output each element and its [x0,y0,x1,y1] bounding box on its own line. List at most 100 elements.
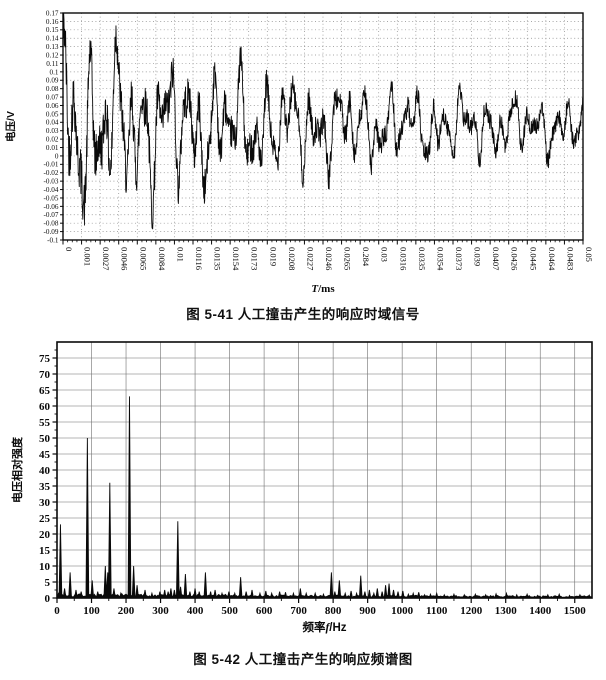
svg-text:600: 600 [256,605,273,617]
figure-5-42-caption: 图 5-42 人工撞击产生的响应频谱图 [193,652,413,667]
svg-text:0.0265: 0.0265 [343,247,353,270]
svg-text:0.0084: 0.0084 [157,247,167,271]
svg-text:0.0373: 0.0373 [454,247,464,270]
svg-text:0.12: 0.12 [46,51,59,59]
svg-text:0.08: 0.08 [46,85,59,93]
svg-text:0.03: 0.03 [380,247,390,262]
x-axis-title: 频率f/Hz [302,620,346,634]
svg-text:75: 75 [39,353,51,365]
figure-5-41-caption: 图 5-41 人工撞击产生的响应时域信号 [186,307,420,322]
svg-text:0.284: 0.284 [361,247,371,267]
svg-text:500: 500 [221,605,238,617]
svg-text:0.0407: 0.0407 [491,247,501,270]
svg-text:0.0445: 0.0445 [528,247,538,270]
y-axis-title: 电压/V [4,111,17,142]
svg-text:0.06: 0.06 [46,102,59,110]
svg-text:10: 10 [39,561,51,573]
svg-text:60: 60 [39,401,51,413]
spectrum-peaks [58,396,592,599]
svg-text:100: 100 [83,605,100,617]
y-axis-labels: 0 5 10 15 20 25 30 35 40 45 50 55 60 65 70 75 [39,349,57,605]
svg-text:-0.01: -0.01 [44,161,59,169]
svg-text:1100: 1100 [426,605,448,617]
svg-text:-0.06: -0.06 [44,203,59,211]
svg-text:20: 20 [39,529,51,541]
svg-text:0: 0 [64,247,74,251]
svg-text:65: 65 [39,385,51,397]
svg-text:1200: 1200 [460,605,483,617]
svg-text:30: 30 [39,497,51,509]
grid-solid [57,342,592,598]
svg-text:-0.05: -0.05 [44,194,59,202]
svg-text:-0.1: -0.1 [47,236,59,244]
svg-text:0.13: 0.13 [46,43,59,51]
plot-border [62,12,584,241]
svg-text:0.0335: 0.0335 [417,247,427,270]
time-domain-chart: 0.170.160.150.140.130.120.110.10.090.080… [4,9,594,295]
svg-text:0.0173: 0.0173 [250,247,260,270]
svg-text:0: 0 [55,152,59,160]
grid-dotted [63,12,583,241]
svg-text:0: 0 [45,593,51,605]
svg-text:0.019: 0.019 [268,247,278,266]
svg-text:-0.03: -0.03 [44,178,59,186]
svg-text:0.0208: 0.0208 [287,247,297,270]
svg-text:0.17: 0.17 [46,9,59,17]
svg-text:0.0116: 0.0116 [194,247,204,270]
svg-text:70: 70 [39,369,51,381]
svg-text:0.0464: 0.0464 [547,247,557,271]
svg-text:0.0135: 0.0135 [213,247,223,270]
svg-text:0.09: 0.09 [46,77,59,85]
svg-text:-0.02: -0.02 [44,169,59,177]
x-axis-title: T/ms [311,283,335,295]
svg-text:0.0046: 0.0046 [120,247,130,270]
y-axis-title: 电压相对强度 [10,436,24,503]
svg-text:0.0316: 0.0316 [398,247,408,270]
svg-text:0.001: 0.001 [83,247,93,266]
svg-text:15: 15 [39,545,51,557]
svg-text:0.0227: 0.0227 [305,247,315,270]
svg-text:-0.09: -0.09 [44,228,59,236]
svg-text:35: 35 [39,481,51,493]
svg-text:0.11: 0.11 [46,60,59,68]
svg-text:200: 200 [118,605,135,617]
svg-text:5: 5 [45,577,51,589]
waveform-trace [62,12,584,230]
svg-text:25: 25 [39,513,51,525]
svg-text:700: 700 [290,605,307,617]
svg-text:50: 50 [39,433,51,445]
svg-text:800: 800 [325,605,342,617]
svg-text:-0.08: -0.08 [44,220,59,228]
svg-text:55: 55 [39,417,51,429]
svg-text:0.0354: 0.0354 [435,247,445,271]
svg-text:0.02: 0.02 [46,136,59,144]
svg-text:1300: 1300 [495,605,518,617]
svg-text:0.0065: 0.0065 [138,247,148,270]
y-axis-labels: 0.170.160.150.140.130.120.110.10.090.080… [44,9,63,244]
svg-text:1500: 1500 [564,605,587,617]
svg-text:0.039: 0.039 [473,247,483,266]
svg-text:0.0426: 0.0426 [510,247,520,270]
svg-text:0.0027: 0.0027 [101,247,111,270]
svg-text:0.1: 0.1 [50,68,59,76]
svg-text:1000: 1000 [391,605,414,617]
svg-text:0.0246: 0.0246 [324,247,334,270]
svg-text:0.04: 0.04 [46,119,59,127]
svg-text:400: 400 [187,605,204,617]
svg-text:1400: 1400 [529,605,552,617]
svg-text:0.07: 0.07 [46,93,59,101]
svg-text:-0.07: -0.07 [44,211,59,219]
svg-text:0.01: 0.01 [46,144,59,152]
svg-text:0.03: 0.03 [46,127,59,135]
svg-text:0: 0 [54,605,60,617]
frequency-spectrum-chart: 0 5 10 15 20 25 30 35 40 45 50 55 60 65 70 75 0 100 200 300… [10,341,593,634]
x-axis-labels: 0 0.001 0.0027 0.0046 0.0065 0.0084 0.01 0.0116… [62,240,594,271]
x-axis-labels: 0 100 200 300 400 500 600 700 800 900 1000 1100 1200… [54,598,586,617]
svg-text:0.0154: 0.0154 [231,247,241,271]
svg-text:0.05: 0.05 [584,247,594,262]
svg-text:900: 900 [359,605,376,617]
svg-text:0.01: 0.01 [175,247,185,262]
svg-text:0.14: 0.14 [46,35,59,43]
svg-text:-0.04: -0.04 [44,186,59,194]
